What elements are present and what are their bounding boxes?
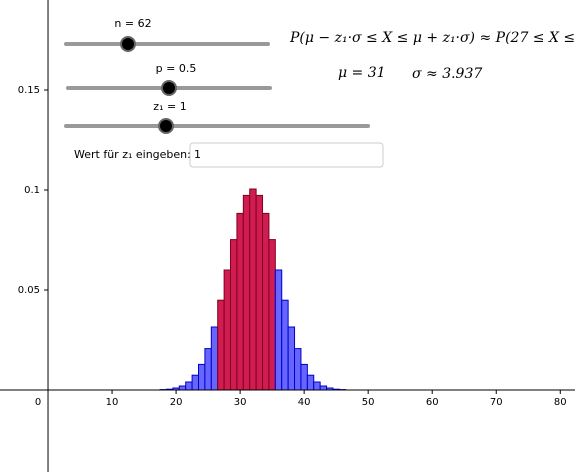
slider-knob[interactable]: [120, 36, 136, 52]
bar: [204, 348, 212, 391]
x-tick-label: 40: [298, 397, 311, 408]
bar: [268, 239, 276, 391]
x-tick-label: 20: [170, 397, 183, 408]
bar: [249, 188, 257, 391]
bar: [294, 348, 302, 391]
bar: [210, 326, 219, 391]
bar: [306, 374, 315, 391]
slider-label: n = 62: [114, 17, 151, 30]
input-value: 1: [194, 148, 201, 161]
x-tick-label: 30: [234, 397, 247, 408]
bar: [185, 381, 193, 391]
bar: [242, 194, 251, 391]
bar: [287, 326, 296, 391]
bar: [191, 374, 199, 391]
bar: [319, 385, 328, 391]
x-tick-label: 60: [426, 397, 439, 408]
bar: [300, 363, 308, 391]
bar: [255, 194, 264, 391]
x-tick-label: 10: [106, 397, 119, 408]
bar: [230, 239, 238, 391]
mu-text: μ = 31: [338, 65, 386, 81]
bar: [281, 299, 289, 391]
x-tick-label: 0: [35, 397, 41, 408]
x-tick-label: 80: [554, 397, 567, 408]
slider-label: z₁ = 1: [153, 100, 186, 113]
x-tick-label: 70: [490, 397, 503, 408]
bar: [217, 299, 225, 391]
bar: [236, 212, 244, 391]
input-box[interactable]: [189, 142, 384, 168]
slider-knob[interactable]: [158, 118, 174, 134]
bar: [178, 385, 187, 391]
bar: [313, 381, 321, 391]
bar: [197, 363, 206, 391]
bar: [262, 212, 270, 391]
bar: [274, 269, 283, 391]
y-tick-label: 0.1: [24, 185, 40, 196]
slider-knob[interactable]: [161, 80, 177, 96]
y-tick-label: 0.15: [18, 85, 40, 96]
sigma-text: σ ≈ 3.937: [412, 66, 482, 82]
ui: n = 62 p = 0.5 z₁ = 1 Wert für z₁ eingeb…: [64, 17, 575, 168]
x-tick-label: 50: [362, 397, 375, 408]
slider-label: p = 0.5: [156, 62, 197, 75]
input-label: Wert für z₁ eingeben:: [74, 148, 191, 161]
y-tick-label: 0.05: [18, 285, 40, 296]
formula: P(μ − z₁·σ ≤ X ≤ μ + z₁·σ) ≈ P(27 ≤ X ≤: [289, 30, 575, 46]
bar: [223, 269, 232, 391]
